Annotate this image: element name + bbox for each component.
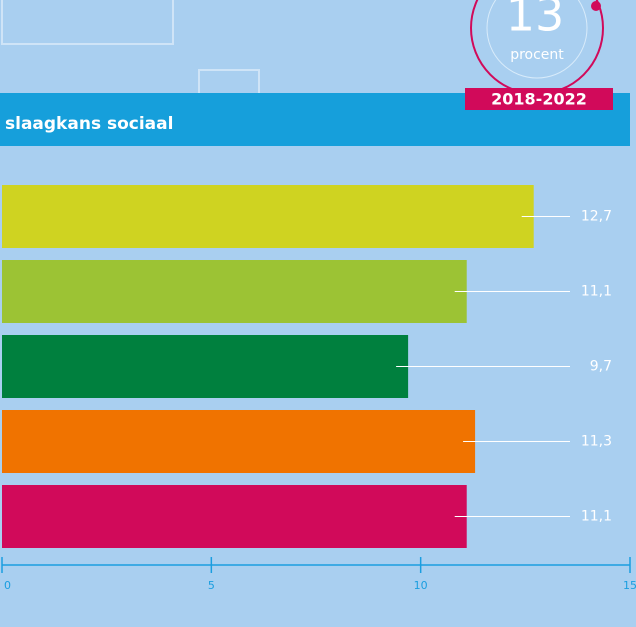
period-box <box>465 88 613 110</box>
badge-unit: procent <box>510 47 564 63</box>
bar <box>2 260 467 323</box>
badge-inner <box>486 0 588 79</box>
bar <box>2 485 467 548</box>
bar <box>2 410 476 473</box>
badge-number: 13 <box>506 0 565 42</box>
bar <box>2 185 534 248</box>
value-label: 12,7 <box>581 209 612 225</box>
x-tick-label: 10 <box>414 579 428 592</box>
value-label: 11,1 <box>581 284 612 300</box>
chart-title: slaagkans sociaal <box>5 114 173 134</box>
value-label: 11,3 <box>581 434 612 450</box>
value-label: 9,7 <box>590 359 612 375</box>
bar <box>2 335 409 398</box>
value-label: 11,1 <box>581 509 612 525</box>
period-label: 2018-2022 <box>491 90 587 109</box>
x-tick-label: 0 <box>4 579 11 592</box>
x-tick-label: 15 <box>623 579 636 592</box>
decor-frame <box>1 0 174 45</box>
badge-dot <box>591 1 601 11</box>
x-tick-label: 5 <box>208 579 215 592</box>
